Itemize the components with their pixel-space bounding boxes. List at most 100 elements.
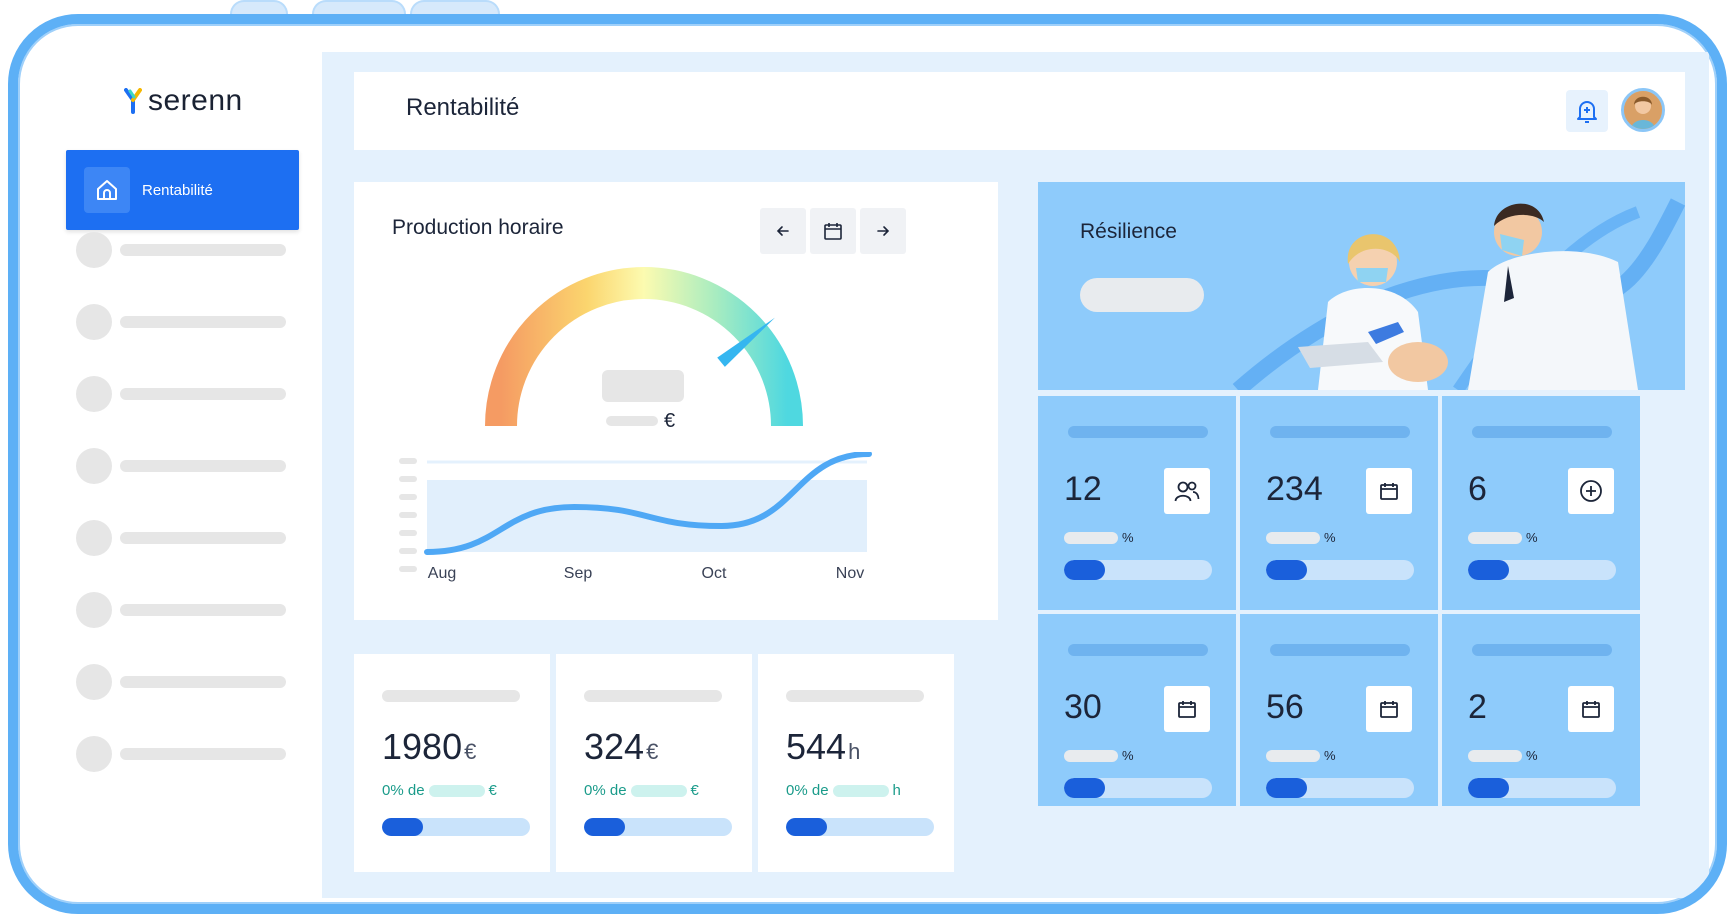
- gauge-currency: €: [664, 410, 675, 432]
- kpi-card[interactable]: 56 %: [1240, 614, 1438, 806]
- stat-progress-bar: [382, 818, 530, 836]
- top-tab: [230, 0, 288, 18]
- users-icon[interactable]: [1164, 468, 1210, 514]
- arrow-left-icon: [776, 226, 789, 236]
- kpi-label-placeholder: [1270, 426, 1410, 438]
- stat-progress-bar: [786, 818, 934, 836]
- stat-label-placeholder: [584, 690, 722, 702]
- kpi-value: 234: [1266, 470, 1323, 508]
- nav-label-placeholder: [120, 316, 286, 328]
- nav-icon-placeholder: [76, 664, 112, 700]
- stat-percentage: 0% de h: [786, 782, 901, 799]
- kpi-label-placeholder: [1068, 426, 1208, 438]
- gauge-arc: [485, 267, 803, 427]
- kpi-card[interactable]: 30 %: [1038, 614, 1236, 806]
- plus-circle-icon[interactable]: [1568, 468, 1614, 514]
- x-axis-ticks: Aug Sep Oct Nov: [428, 565, 864, 582]
- production-title: Production horaire: [392, 216, 564, 239]
- nav-label-placeholder: [120, 460, 286, 472]
- kpi-label-placeholder: [1068, 644, 1208, 656]
- stat-percentage: 0% de €: [584, 782, 699, 799]
- nav-icon-placeholder: [76, 304, 112, 340]
- sidebar-item-placeholder[interactable]: [76, 590, 296, 630]
- kpi-progress-bar: [1064, 560, 1212, 580]
- nav-icon-placeholder: [76, 736, 112, 772]
- kpi-card[interactable]: 2 %: [1442, 614, 1640, 806]
- calendar-icon[interactable]: [1568, 686, 1614, 732]
- nav-label-placeholder: [120, 532, 286, 544]
- stat-card[interactable]: 324€ 0% de €: [556, 654, 752, 872]
- x-tick-label: Sep: [564, 565, 593, 582]
- kpi-label-placeholder: [1472, 644, 1612, 656]
- kpi-percentage: %: [1468, 530, 1538, 545]
- device-frame: serenn Rentabilité Rentabilité: [8, 14, 1727, 914]
- gauge-sub-placeholder: [606, 416, 658, 426]
- calendar-icon[interactable]: [1366, 686, 1412, 732]
- kpi-label-placeholder: [1270, 644, 1410, 656]
- kpi-percentage: %: [1266, 530, 1336, 545]
- kpi-card[interactable]: 12 %: [1038, 396, 1236, 610]
- stat-value: 544h: [786, 726, 861, 767]
- production-card: Production horaire: [354, 182, 998, 620]
- arrow-right-icon: [877, 226, 890, 236]
- main-panel: Rentabilité Production horaire: [322, 52, 1709, 898]
- top-tab: [410, 0, 500, 18]
- notification-button[interactable]: [1566, 90, 1608, 132]
- nav-label-placeholder: [120, 676, 286, 688]
- page-header: Rentabilité: [354, 72, 1685, 150]
- brand-name: serenn: [148, 84, 243, 117]
- stat-card[interactable]: 1980€ 0% de €: [354, 654, 550, 872]
- y-tick-placeholders: [399, 458, 417, 572]
- sidebar-item-placeholder[interactable]: [76, 662, 296, 702]
- next-button[interactable]: [860, 208, 906, 254]
- x-tick-label: Oct: [702, 565, 727, 582]
- kpi-value: 30: [1064, 688, 1102, 726]
- sidebar-item-placeholder[interactable]: [76, 230, 296, 270]
- avatar[interactable]: [1621, 88, 1665, 132]
- stat-card[interactable]: 544h 0% de h: [758, 654, 954, 872]
- sidebar-item-placeholder[interactable]: [76, 734, 296, 774]
- kpi-progress-bar: [1468, 778, 1616, 798]
- nav-icon-placeholder: [76, 376, 112, 412]
- bell-icon: [1577, 101, 1597, 123]
- nav-icon-placeholder: [76, 520, 112, 556]
- calendar-button[interactable]: [810, 208, 856, 254]
- stat-value: 324€: [584, 726, 659, 767]
- calendar-icon[interactable]: [1366, 468, 1412, 514]
- stat-percentage: 0% de €: [382, 782, 497, 799]
- top-tab: [312, 0, 406, 18]
- sidebar-item-placeholder[interactable]: [76, 374, 296, 414]
- kpi-value: 12: [1064, 470, 1102, 508]
- kpi-progress-bar: [1266, 560, 1414, 580]
- nav-label-placeholder: [120, 604, 286, 616]
- nav-icon-placeholder: [76, 232, 112, 268]
- avatar-image: [1624, 91, 1662, 129]
- sidebar-item-label: Rentabilité: [142, 181, 213, 199]
- previous-button[interactable]: [760, 208, 806, 254]
- resilience-banner[interactable]: Résilience: [1038, 182, 1685, 390]
- sidebar-item-placeholder[interactable]: [76, 518, 296, 558]
- brand-logo[interactable]: serenn: [124, 84, 243, 118]
- nav-icon-placeholder: [76, 592, 112, 628]
- stat-value: 1980€: [382, 726, 477, 767]
- calendar-icon[interactable]: [1164, 686, 1210, 732]
- kpi-value: 56: [1266, 688, 1304, 726]
- kpi-value: 6: [1468, 470, 1487, 508]
- nav-label-placeholder: [120, 748, 286, 760]
- gauge-value-placeholder: [602, 370, 684, 402]
- kpi-card[interactable]: 234 %: [1240, 396, 1438, 610]
- sidebar-item-placeholder[interactable]: [76, 446, 296, 486]
- kpi-progress-bar: [1266, 778, 1414, 798]
- kpi-card[interactable]: 6 %: [1442, 396, 1640, 610]
- x-tick-label: Nov: [836, 565, 864, 582]
- kpi-percentage: %: [1064, 530, 1134, 545]
- banner-title: Résilience: [1080, 220, 1177, 243]
- sidebar-item-placeholder[interactable]: [76, 302, 296, 342]
- home-icon: [84, 167, 130, 213]
- stat-progress-bar: [584, 818, 732, 836]
- kpi-percentage: %: [1266, 748, 1336, 763]
- sidebar-item-rentabilite[interactable]: Rentabilité: [66, 150, 299, 230]
- x-tick-label: Aug: [428, 565, 456, 582]
- chart-series-line: [424, 452, 872, 555]
- nav-label-placeholder: [120, 244, 286, 256]
